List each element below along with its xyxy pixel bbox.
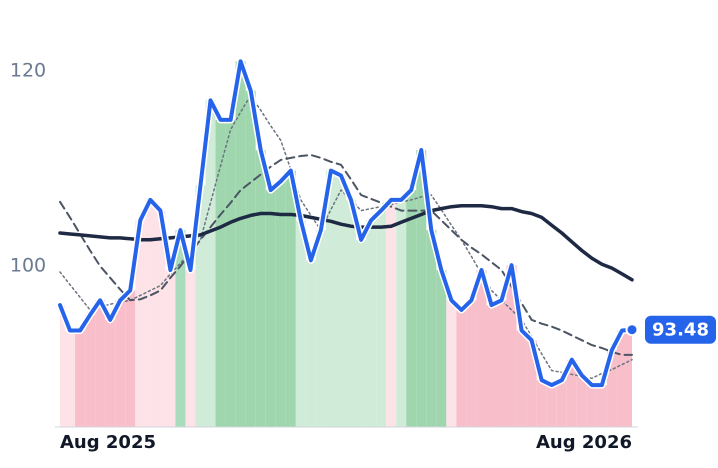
band: [145, 199, 156, 427]
band: [185, 270, 196, 427]
band: [386, 199, 397, 427]
band: [586, 385, 597, 427]
band: [125, 290, 136, 427]
band: [95, 300, 106, 427]
band: [466, 300, 477, 427]
band: [60, 305, 66, 427]
band: [496, 300, 507, 427]
bands: [60, 61, 632, 428]
price-badge-label: 93.48: [652, 320, 709, 341]
band: [325, 170, 336, 427]
band: [526, 340, 537, 427]
band: [456, 310, 467, 427]
labels: 100 120 Aug 2025 Aug 2026 93.48: [10, 60, 716, 453]
band: [356, 239, 367, 427]
y-tick-label: 100: [10, 255, 46, 277]
band: [75, 330, 86, 427]
band: [315, 230, 326, 427]
band: [426, 230, 437, 427]
band: [546, 385, 557, 427]
band: [596, 385, 607, 427]
band: [556, 380, 567, 427]
band: [516, 330, 527, 427]
band: [225, 119, 236, 428]
band: [566, 359, 577, 427]
band: [285, 170, 296, 427]
band: [606, 349, 617, 427]
band: [135, 220, 146, 427]
band: [396, 199, 407, 427]
band: [195, 185, 206, 427]
band: [506, 265, 517, 427]
band: [305, 260, 316, 427]
band: [65, 330, 76, 427]
band: [626, 329, 632, 427]
band: [105, 319, 116, 427]
band: [175, 230, 186, 427]
band: [215, 119, 226, 428]
band: [346, 199, 357, 427]
band: [536, 380, 547, 427]
band: [85, 314, 96, 427]
band: [115, 300, 126, 427]
band: [486, 305, 497, 427]
price-badge: [645, 315, 716, 344]
band: [406, 190, 417, 427]
moving-average: [59, 154, 633, 356]
y-tick-label: 120: [10, 60, 46, 82]
band: [245, 90, 256, 428]
moving-average: [58, 203, 634, 282]
band: [235, 61, 246, 427]
band: [436, 270, 447, 427]
last-point: [625, 323, 639, 337]
band: [476, 270, 487, 427]
band: [416, 150, 427, 427]
band: [275, 181, 286, 427]
band: [576, 375, 587, 427]
band: [255, 150, 266, 427]
band: [366, 220, 377, 427]
band: [165, 270, 176, 427]
band: [155, 210, 166, 427]
band: [616, 330, 627, 427]
band: [265, 190, 276, 427]
x-tick-label: Aug 2026: [536, 432, 632, 453]
lines: [56, 57, 634, 389]
band: [376, 210, 387, 427]
band: [205, 100, 216, 427]
x-tick-label: Aug 2025: [60, 432, 156, 453]
band: [335, 175, 346, 427]
price-line: [58, 59, 634, 388]
moving-average: [59, 94, 633, 380]
band: [295, 220, 306, 427]
band: [446, 300, 457, 427]
